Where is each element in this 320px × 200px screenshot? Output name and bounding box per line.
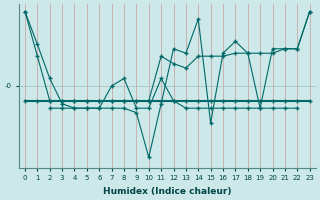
X-axis label: Humidex (Indice chaleur): Humidex (Indice chaleur) bbox=[103, 187, 232, 196]
